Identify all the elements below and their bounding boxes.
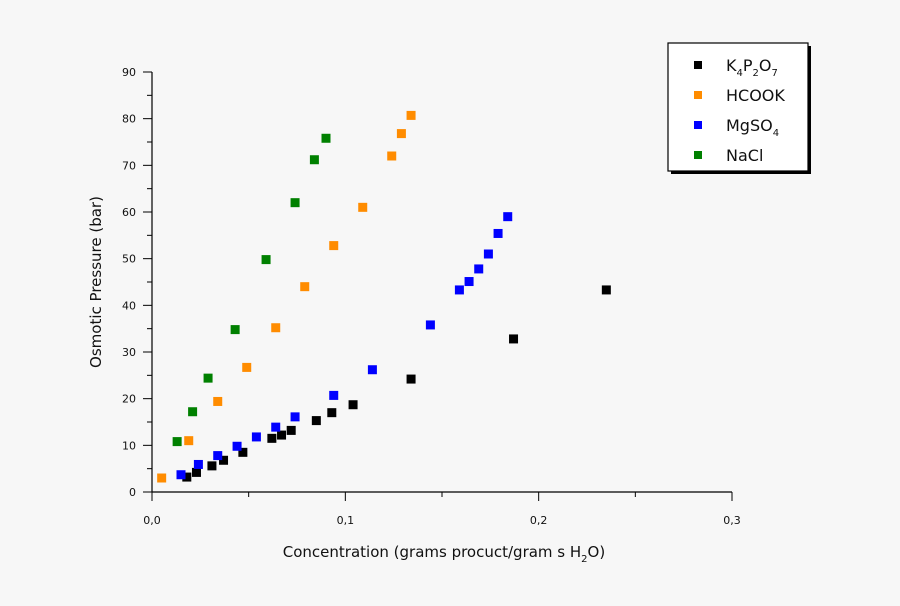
data-point xyxy=(348,400,358,410)
data-point xyxy=(311,416,321,426)
data-point xyxy=(242,362,252,372)
data-point xyxy=(300,282,310,292)
data-point xyxy=(213,396,223,406)
y-tick-label: 40 xyxy=(122,299,136,312)
data-point xyxy=(219,455,229,465)
data-point xyxy=(290,198,300,208)
data-point xyxy=(321,133,331,143)
y-tick-label: 20 xyxy=(122,393,136,406)
data-point xyxy=(271,422,281,432)
data-point xyxy=(329,390,339,400)
data-point xyxy=(464,277,474,287)
legend-marker xyxy=(694,151,702,159)
legend-label: MgSO4 xyxy=(726,116,779,139)
chart-marks xyxy=(157,110,611,483)
x-axis-title: Concentration (grams procuct/gram s H2O) xyxy=(283,543,605,565)
legend-box xyxy=(667,42,809,172)
legend-label: K4P2O7 xyxy=(726,56,778,79)
data-point xyxy=(238,447,248,457)
series-mgso4 xyxy=(176,212,513,480)
y-tick-label: 90 xyxy=(122,66,136,79)
data-point xyxy=(203,373,213,383)
data-point xyxy=(172,437,182,447)
data-point xyxy=(267,433,277,443)
legend-marker xyxy=(694,61,702,69)
chart-legend: K4P2O7 HCOOK MgSO4 NaCl xyxy=(667,42,811,174)
y-tick-label: 70 xyxy=(122,159,136,172)
data-point xyxy=(230,325,240,335)
legend-label: NaCl xyxy=(726,146,763,165)
data-point xyxy=(191,467,201,477)
data-point xyxy=(207,461,217,471)
y-tick-label: 60 xyxy=(122,206,136,219)
x-tick-label: 0,1 xyxy=(337,514,355,527)
data-point xyxy=(425,320,435,330)
data-point xyxy=(327,408,337,418)
chart-axes: 0,0 0,1 0,2 0,3 0 10 20 30 40 50 60 70 80 90 Concentra… xyxy=(87,66,741,565)
legend-marker xyxy=(694,121,702,129)
data-point xyxy=(286,425,296,435)
data-point xyxy=(406,110,416,120)
data-point xyxy=(474,264,484,274)
y-tick-label: 50 xyxy=(122,253,136,266)
x-tick-label: 0,0 xyxy=(143,514,161,527)
y-tick-label: 80 xyxy=(122,113,136,126)
data-point xyxy=(309,155,319,165)
data-point xyxy=(213,451,223,461)
data-point xyxy=(358,202,368,212)
series-nacl xyxy=(172,133,331,447)
data-point xyxy=(232,441,242,451)
data-point xyxy=(483,249,493,259)
y-tick-label: 30 xyxy=(122,346,136,359)
data-point xyxy=(261,255,271,265)
data-point xyxy=(176,470,186,480)
data-point xyxy=(509,334,519,344)
data-point xyxy=(184,436,194,446)
data-point xyxy=(406,374,416,384)
data-point xyxy=(188,407,198,417)
data-point xyxy=(454,285,464,295)
data-point xyxy=(387,151,397,161)
legend-marker xyxy=(694,91,702,99)
series-hcook xyxy=(157,110,416,483)
data-point xyxy=(493,228,503,238)
data-point xyxy=(193,459,203,469)
y-tick-label: 10 xyxy=(122,439,136,452)
data-point xyxy=(277,430,287,440)
data-point xyxy=(271,323,281,333)
data-point xyxy=(601,285,611,295)
data-point xyxy=(251,432,261,442)
y-tick-label: 0 xyxy=(129,486,136,499)
series-k4p2o7 xyxy=(182,285,611,482)
data-point xyxy=(503,212,513,222)
x-tick-label: 0,2 xyxy=(530,514,548,527)
data-point xyxy=(329,241,339,251)
data-point xyxy=(290,412,300,422)
legend-label: HCOOK xyxy=(726,86,785,105)
data-point xyxy=(157,473,167,483)
y-axis-title: Osmotic Pressure (bar) xyxy=(87,196,105,368)
x-tick-label: 0,3 xyxy=(723,514,741,527)
data-point xyxy=(396,129,406,139)
data-point xyxy=(367,365,377,375)
data-point xyxy=(182,472,192,482)
